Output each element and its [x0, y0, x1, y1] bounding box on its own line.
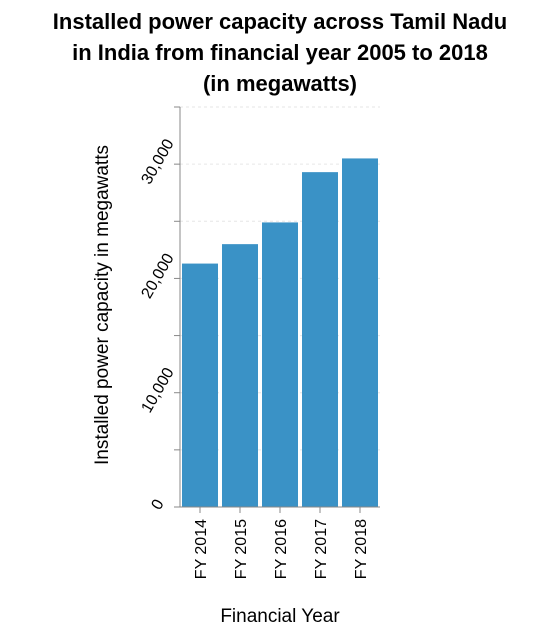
bar-fy-2015 [222, 244, 258, 507]
bar-fy-2014 [182, 264, 218, 507]
y-tick-labels: 0 10,000 20,000 30,000 [139, 136, 178, 512]
bar-fy-2018 [342, 158, 378, 507]
y-tick-label: 20,000 [139, 251, 178, 302]
y-axis-label: Installed power capacity in megawatts [92, 145, 113, 465]
x-tick-label: FY 2018 [353, 519, 370, 579]
bar-fy-2016 [262, 222, 298, 507]
y-tick-label: 0 [149, 497, 168, 513]
x-tick-label: FY 2014 [193, 519, 210, 579]
bars [182, 158, 378, 507]
y-tick-label: 30,000 [139, 136, 178, 187]
x-tick-label: FY 2016 [273, 519, 290, 579]
y-tick-label: 10,000 [139, 365, 178, 416]
x-axis-label: Financial Year [220, 606, 340, 627]
x-tick-labels: FY 2014 FY 2015 FY 2016 FY 2017 FY 2018 [193, 519, 370, 579]
x-tick-label: FY 2017 [313, 519, 330, 579]
bar-fy-2017 [302, 172, 338, 507]
x-tick-label: FY 2015 [233, 519, 250, 579]
